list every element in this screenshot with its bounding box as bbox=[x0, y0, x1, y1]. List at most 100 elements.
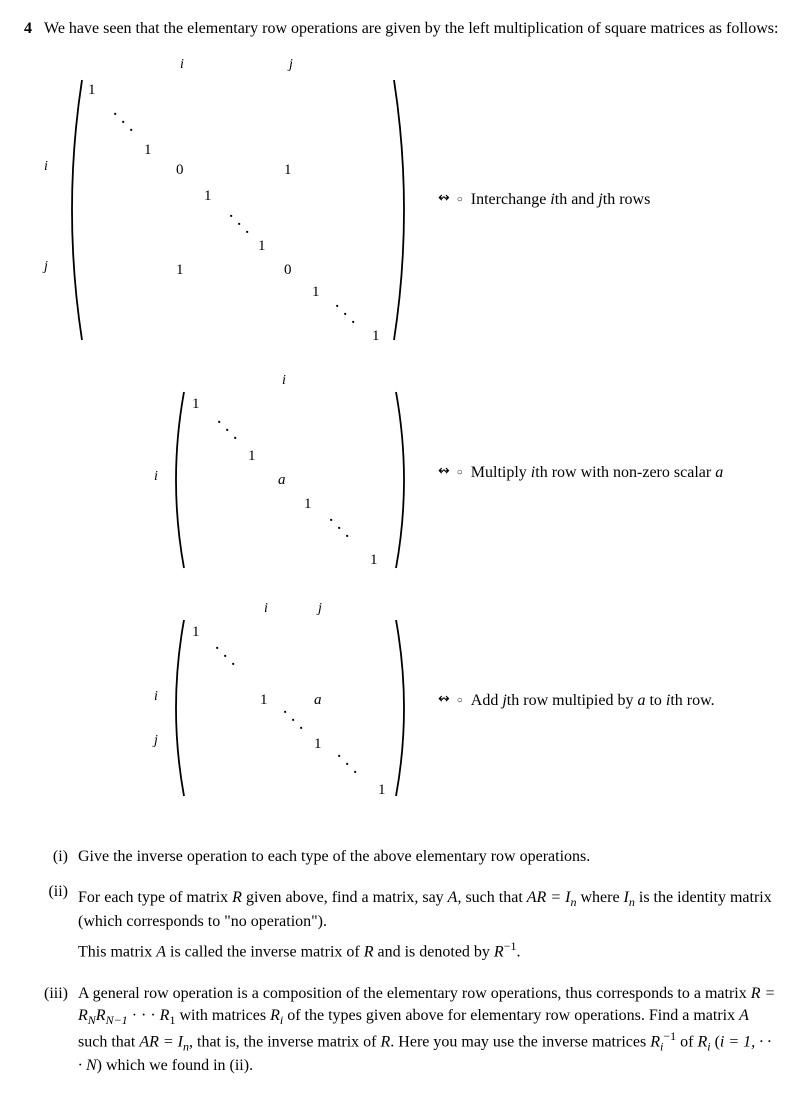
subitem-body: A general row operation is a composition… bbox=[78, 983, 779, 1076]
svg-text:1: 1 bbox=[176, 262, 184, 278]
svg-text:·: · bbox=[352, 762, 358, 783]
svg-text:·: · bbox=[342, 304, 348, 325]
svg-text:·: · bbox=[112, 104, 118, 125]
t: −1 bbox=[504, 939, 517, 953]
svg-text:·: · bbox=[334, 296, 340, 317]
svg-text:·: · bbox=[344, 526, 350, 547]
matrix-add: i j i j 1 ··· 1 a ··· 1 ··· 1 bbox=[134, 596, 414, 806]
t: R bbox=[232, 889, 242, 906]
t: This matrix bbox=[78, 943, 156, 960]
t: R bbox=[364, 943, 374, 960]
t: , such that bbox=[457, 889, 526, 906]
t: ( bbox=[711, 1033, 720, 1050]
subitem-body: Give the inverse operation to each type … bbox=[78, 846, 779, 868]
subitem-ii: (ii) For each type of matrix R given abo… bbox=[24, 881, 779, 969]
t: N−1 bbox=[106, 1013, 128, 1027]
add-mid1: th row multipied by bbox=[507, 692, 638, 709]
desc-add: ↭ ○ Add jth row multipied by a to ith ro… bbox=[438, 690, 715, 712]
matrix-swap: i j i j 1 ··· 1 0 1 1 ··· 1 1 0 1 ··· 1 bbox=[24, 50, 414, 350]
t: A bbox=[448, 889, 458, 906]
svg-text:0: 0 bbox=[176, 162, 184, 178]
svg-text:·: · bbox=[214, 638, 220, 659]
subitem-label: (iii) bbox=[38, 983, 68, 1076]
svg-text:·: · bbox=[290, 710, 296, 731]
t: given above, find a matrix, say bbox=[242, 889, 448, 906]
matrix-row-scale: i i 1 ··· 1 a 1 ··· 1 ↭ ○ Multiply ith r… bbox=[24, 368, 779, 578]
subitem-label: (ii) bbox=[38, 881, 68, 969]
svg-text:a: a bbox=[314, 692, 322, 708]
swap-text-post: th rows bbox=[603, 191, 651, 208]
t: ) which we found in (ii). bbox=[97, 1057, 253, 1074]
svg-text:·: · bbox=[120, 112, 126, 133]
svg-text:·: · bbox=[222, 646, 228, 667]
col-label-i: i bbox=[282, 373, 286, 388]
svg-text:0: 0 bbox=[284, 262, 292, 278]
svg-text:1: 1 bbox=[192, 396, 200, 412]
swap-text-pre: Interchange bbox=[471, 191, 551, 208]
svg-text:·: · bbox=[236, 214, 242, 235]
row-label-j: j bbox=[152, 733, 158, 748]
svg-text:·: · bbox=[128, 120, 134, 141]
t: and is denoted by bbox=[374, 943, 494, 960]
t: of bbox=[676, 1033, 697, 1050]
svg-text:·: · bbox=[328, 510, 334, 531]
svg-text:·: · bbox=[336, 518, 342, 539]
t: R bbox=[494, 943, 504, 960]
scale-text-pre: Multiply bbox=[471, 464, 531, 481]
matrix-row-add: i j i j 1 ··· 1 a ··· 1 ··· 1 ↭ ○ Add jt… bbox=[24, 596, 779, 806]
svg-text:1: 1 bbox=[260, 692, 268, 708]
t: such that bbox=[78, 1033, 139, 1050]
svg-text:·: · bbox=[224, 420, 230, 441]
svg-text:1: 1 bbox=[204, 188, 212, 204]
svg-text:a: a bbox=[278, 472, 286, 488]
matrix-scale: i i 1 ··· 1 a 1 ··· 1 bbox=[134, 368, 414, 578]
svg-text:·: · bbox=[336, 746, 342, 767]
subitems: (i) Give the inverse operation to each t… bbox=[24, 846, 779, 1077]
svg-text:1: 1 bbox=[378, 782, 386, 798]
svg-text:1: 1 bbox=[370, 552, 378, 568]
svg-text:·: · bbox=[344, 754, 350, 775]
t: R bbox=[270, 1007, 280, 1024]
t: with matrices bbox=[175, 1007, 270, 1024]
add-post: th row. bbox=[670, 692, 714, 709]
ring-icon: ○ bbox=[457, 466, 463, 480]
svg-text:1: 1 bbox=[144, 142, 152, 158]
t: where bbox=[576, 889, 623, 906]
svg-text:1: 1 bbox=[284, 162, 292, 178]
desc-swap: ↭ ○ Interchange ith and jth rows bbox=[438, 189, 650, 211]
svg-text:1: 1 bbox=[258, 238, 266, 254]
arrow-icon: ↭ bbox=[438, 190, 449, 209]
t: AR = I bbox=[527, 889, 571, 906]
swap-text-mid: th and bbox=[555, 191, 599, 208]
col-label-i: i bbox=[264, 601, 268, 616]
row-label-i: i bbox=[154, 469, 158, 484]
subitem-iii: (iii) A general row operation is a compo… bbox=[24, 983, 779, 1076]
col-label-j: j bbox=[287, 57, 293, 72]
t: R bbox=[381, 1033, 391, 1050]
t: is called the inverse matrix of bbox=[166, 943, 364, 960]
svg-text:1: 1 bbox=[314, 736, 322, 752]
row-label-i: i bbox=[44, 159, 48, 174]
svg-text:1: 1 bbox=[304, 496, 312, 512]
t: · · · bbox=[128, 1007, 160, 1024]
problem-header: 4 We have seen that the elementary row o… bbox=[24, 18, 779, 40]
t: R bbox=[650, 1033, 660, 1050]
svg-text:·: · bbox=[244, 222, 250, 243]
scale-a: a bbox=[715, 464, 723, 481]
add-text-pre: Add bbox=[471, 692, 503, 709]
t: A bbox=[739, 1007, 749, 1024]
t: AR = I bbox=[139, 1033, 183, 1050]
ring-icon: ○ bbox=[457, 694, 463, 708]
row-label-i: i bbox=[154, 689, 158, 704]
svg-text:1: 1 bbox=[312, 284, 320, 300]
svg-text:·: · bbox=[350, 312, 356, 333]
t: −1 bbox=[663, 1029, 676, 1043]
svg-text:1: 1 bbox=[192, 624, 200, 640]
t: N bbox=[88, 1013, 96, 1027]
svg-text:·: · bbox=[282, 702, 288, 723]
problem-intro: We have seen that the elementary row ope… bbox=[44, 18, 779, 40]
svg-text:·: · bbox=[230, 654, 236, 675]
t: A general row operation is a composition… bbox=[78, 985, 751, 1002]
arrow-icon: ↭ bbox=[438, 691, 449, 710]
add-mid2: to bbox=[645, 692, 665, 709]
